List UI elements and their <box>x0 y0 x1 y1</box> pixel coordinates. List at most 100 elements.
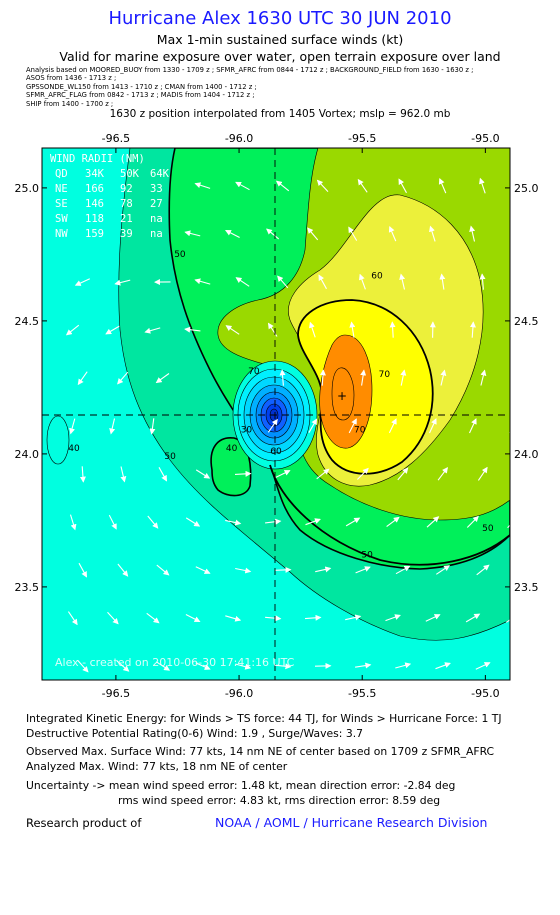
contour-label: 30 <box>241 426 253 436</box>
org-link[interactable]: NOAA / AOML / Hurricane Research Divisio… <box>215 815 488 830</box>
wind-arrow <box>79 466 86 483</box>
wind-arrow <box>77 659 89 673</box>
wind-arrow <box>194 278 211 285</box>
wind-radii-cell: SE <box>55 198 68 210</box>
wind-arrow <box>479 177 486 194</box>
wind-arrow <box>349 321 356 338</box>
wind-arrow <box>308 418 318 433</box>
plot-frame <box>41 147 511 681</box>
wind-radii-cell: SW <box>55 213 68 225</box>
analysis-line: SFMR_AFRC_FLAG from 0842 - 1713 z ; MADI… <box>26 91 255 100</box>
x-tick-label-top: -96.5 <box>102 132 130 145</box>
wind-arrow <box>395 662 412 669</box>
wind-arrow <box>439 273 446 290</box>
valid-note: Valid for marine exposure over water, op… <box>59 49 501 64</box>
contour-label: 70 <box>379 370 391 380</box>
uncertainty-mean: Uncertainty -> mean wind speed error: 1.… <box>26 779 456 792</box>
watermark: Alex - created on 2010-06-30 17:41:16 UT… <box>55 656 295 669</box>
wind-arrow <box>225 615 242 622</box>
wind-arrow <box>358 273 366 290</box>
wind-arrow <box>275 663 292 670</box>
wind-arrow <box>65 324 80 336</box>
wind-radii-table: WIND RADII (NM) QD 34K 50K 64K NE 166 92 33 SE 146… <box>50 153 170 240</box>
wind-arrow <box>185 517 201 527</box>
wind-arrow <box>67 611 78 626</box>
y-tick-label-right: 23.5 <box>514 581 539 594</box>
contour-label: 50 <box>174 250 186 260</box>
x-tick-label-bottom: -95.5 <box>348 687 376 700</box>
chart-subtitle: Max 1-min sustained surface winds (kt) <box>156 32 404 47</box>
wind-arrow <box>156 564 170 576</box>
page-title: Hurricane Alex 1630 UTC 30 JUN 2010 <box>108 8 452 29</box>
dpr-stat: Destructive Potential Rating(0-6) Wind: … <box>26 727 364 740</box>
contour-label: 50 <box>164 452 176 462</box>
wind-arrow <box>114 279 131 286</box>
wind-arrow <box>225 325 240 335</box>
y-tick-label-left: 25.0 <box>15 182 40 195</box>
research-label: Research product of <box>26 816 142 830</box>
wind-arrow <box>388 418 397 434</box>
wind-arrow <box>440 369 447 386</box>
wind-arrow <box>397 467 409 481</box>
wind-arrow <box>509 225 510 232</box>
wind-arrow <box>476 564 490 576</box>
wind-arrow <box>158 467 167 482</box>
wind-arrow <box>149 418 156 435</box>
wind-arrow <box>519 468 527 481</box>
wind-arrow <box>386 516 400 528</box>
wind-arrow <box>305 518 321 526</box>
wind-arrow <box>279 369 286 386</box>
wind-arrow <box>517 565 529 575</box>
wind-arrow <box>399 273 406 290</box>
wind-arrow <box>357 467 369 480</box>
wind-arrow <box>345 517 361 527</box>
wind-arrow <box>184 230 201 237</box>
wind-arrow <box>277 275 289 289</box>
wind-radii-cell: 92 <box>120 183 133 195</box>
wind-arrow <box>348 418 357 434</box>
wind-arrow <box>437 466 448 481</box>
wind-arrow <box>185 614 201 622</box>
wind-radii-column: QD <box>55 168 68 180</box>
band-core <box>331 367 355 421</box>
wind-arrow <box>235 663 252 670</box>
wind-arrow <box>360 369 367 386</box>
wind-arrow <box>355 662 372 669</box>
wind-arrow <box>195 566 211 574</box>
wind-radii-column: 64K <box>150 168 170 180</box>
x-tick-label-bottom: -96.5 <box>102 687 130 700</box>
analysis-sources: Analysis based on MOORED_BUOY from 1330 … <box>26 66 473 108</box>
wind-arrow <box>465 613 481 623</box>
analysis-line: Analysis based on MOORED_BUOY from 1330 … <box>26 66 474 74</box>
wind-arrow <box>146 612 160 624</box>
wind-arrow <box>316 179 329 192</box>
wind-radii-cell: NE <box>55 183 68 195</box>
x-tick-label-bottom: -96.0 <box>225 687 253 700</box>
wind-arrow <box>275 470 291 478</box>
contour-label: 50 <box>361 551 373 561</box>
wind-arrow <box>69 514 77 531</box>
wind-arrow <box>266 228 280 240</box>
wind-arrow <box>479 273 486 290</box>
wind-arrow <box>521 371 525 386</box>
wind-arrow <box>265 615 282 622</box>
wind-arrow <box>144 327 161 334</box>
wind-arrow <box>307 227 319 241</box>
wind-arrow <box>120 466 127 483</box>
wind-arrow <box>74 278 91 286</box>
wind-radii-cell: 27 <box>150 198 163 210</box>
wind-arrow <box>429 418 437 434</box>
y-tick-label-left: 24.0 <box>15 448 40 461</box>
wind-arrow <box>523 274 524 289</box>
center-note: 1630 z position interpolated from 1405 V… <box>109 108 451 120</box>
wind-arrow <box>398 178 407 194</box>
wind-arrow <box>267 418 278 433</box>
wind-arrow <box>109 418 116 435</box>
y-tick-label-left: 24.5 <box>15 315 40 328</box>
contour-label: 40 <box>226 444 238 454</box>
wind-arrow <box>265 518 282 525</box>
contour-label: 60 <box>371 271 383 281</box>
max-wind-marker: + <box>337 389 347 403</box>
